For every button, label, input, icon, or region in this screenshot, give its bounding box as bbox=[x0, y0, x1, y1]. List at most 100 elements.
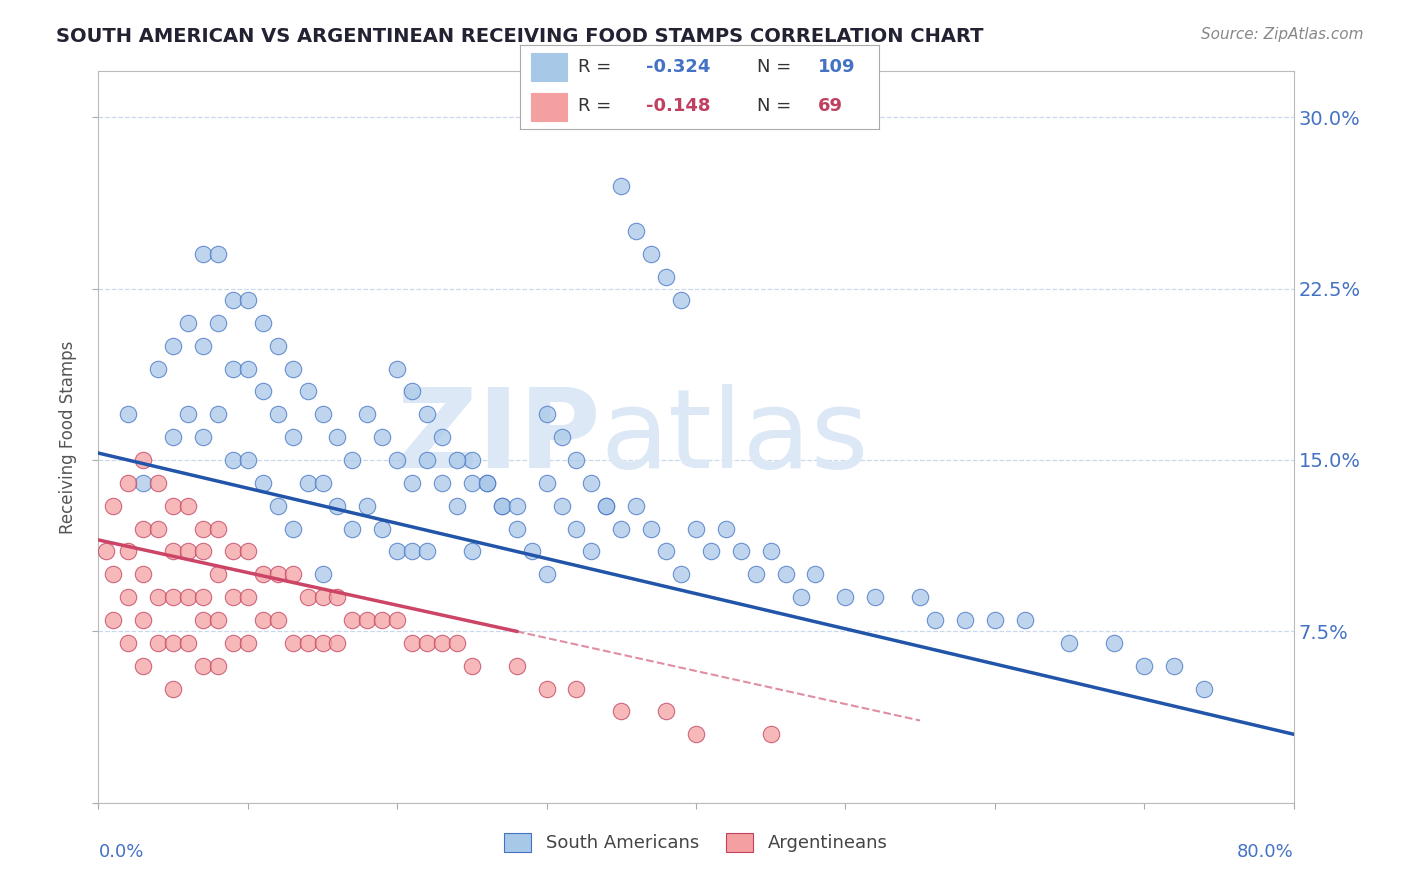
Point bbox=[700, 544, 723, 558]
Text: N =: N = bbox=[756, 97, 797, 115]
Point bbox=[550, 430, 572, 444]
Point bbox=[148, 636, 170, 650]
Point bbox=[416, 407, 439, 421]
Point bbox=[177, 544, 200, 558]
Point bbox=[132, 567, 155, 582]
Point bbox=[162, 338, 184, 352]
Point bbox=[640, 247, 662, 261]
Point bbox=[117, 544, 139, 558]
Point bbox=[759, 727, 782, 741]
Point bbox=[342, 521, 364, 535]
Text: 80.0%: 80.0% bbox=[1237, 843, 1294, 861]
Point bbox=[236, 590, 259, 604]
Point bbox=[297, 636, 319, 650]
Point bbox=[385, 361, 409, 376]
Point bbox=[177, 590, 200, 604]
Point bbox=[297, 590, 319, 604]
Point bbox=[1059, 636, 1081, 650]
Point bbox=[191, 613, 214, 627]
Point bbox=[252, 475, 274, 490]
Point bbox=[610, 178, 633, 193]
Point bbox=[385, 544, 409, 558]
Point bbox=[177, 407, 200, 421]
Point bbox=[94, 544, 117, 558]
Point bbox=[252, 567, 274, 582]
Point bbox=[416, 544, 439, 558]
Point bbox=[162, 430, 184, 444]
Point bbox=[401, 636, 423, 650]
Point bbox=[430, 475, 453, 490]
Point bbox=[222, 544, 245, 558]
Point bbox=[401, 475, 423, 490]
Point bbox=[789, 590, 811, 604]
Point bbox=[581, 544, 603, 558]
Point bbox=[655, 705, 678, 719]
Point bbox=[865, 590, 887, 604]
Point bbox=[401, 384, 423, 399]
Point bbox=[117, 475, 139, 490]
Point bbox=[222, 293, 245, 307]
Point bbox=[267, 499, 290, 513]
Point bbox=[311, 636, 333, 650]
Point bbox=[191, 544, 214, 558]
Point bbox=[984, 613, 1007, 627]
Point bbox=[536, 475, 558, 490]
Point bbox=[581, 475, 603, 490]
Point bbox=[520, 544, 543, 558]
Point bbox=[222, 453, 245, 467]
Point bbox=[207, 407, 229, 421]
Point bbox=[252, 384, 274, 399]
Point bbox=[924, 613, 946, 627]
Point bbox=[222, 636, 245, 650]
Point bbox=[191, 430, 214, 444]
Text: 0.0%: 0.0% bbox=[98, 843, 143, 861]
Point bbox=[132, 658, 155, 673]
Point bbox=[626, 224, 648, 238]
Point bbox=[640, 521, 662, 535]
Point bbox=[207, 316, 229, 330]
Text: atlas: atlas bbox=[600, 384, 869, 491]
Point bbox=[1133, 658, 1156, 673]
Point bbox=[506, 499, 529, 513]
Point bbox=[148, 590, 170, 604]
Point bbox=[191, 658, 214, 673]
Point bbox=[446, 636, 468, 650]
Bar bbox=[531, 54, 567, 81]
Point bbox=[281, 521, 304, 535]
Text: N =: N = bbox=[756, 59, 797, 77]
Point bbox=[326, 499, 349, 513]
Text: -0.324: -0.324 bbox=[645, 59, 710, 77]
Y-axis label: Receiving Food Stamps: Receiving Food Stamps bbox=[59, 341, 77, 533]
Point bbox=[416, 453, 439, 467]
Point bbox=[506, 521, 529, 535]
Point bbox=[236, 361, 259, 376]
Point bbox=[1014, 613, 1036, 627]
Point bbox=[207, 658, 229, 673]
Point bbox=[311, 590, 333, 604]
Point bbox=[222, 361, 245, 376]
Point bbox=[281, 567, 304, 582]
Point bbox=[595, 499, 617, 513]
Bar bbox=[531, 93, 567, 120]
Point bbox=[222, 590, 245, 604]
Point bbox=[655, 544, 678, 558]
Point bbox=[326, 430, 349, 444]
Point bbox=[669, 567, 692, 582]
Point bbox=[267, 613, 290, 627]
Point bbox=[461, 475, 484, 490]
Point bbox=[267, 338, 290, 352]
Point bbox=[191, 590, 214, 604]
Point bbox=[162, 636, 184, 650]
Point bbox=[565, 521, 588, 535]
Text: -0.148: -0.148 bbox=[645, 97, 710, 115]
Point bbox=[953, 613, 976, 627]
Point bbox=[1163, 658, 1185, 673]
Point bbox=[565, 681, 588, 696]
Point bbox=[207, 567, 229, 582]
Point bbox=[342, 453, 364, 467]
Point bbox=[267, 567, 290, 582]
Point bbox=[117, 407, 139, 421]
Point bbox=[311, 567, 333, 582]
Point bbox=[191, 247, 214, 261]
Point bbox=[759, 544, 782, 558]
